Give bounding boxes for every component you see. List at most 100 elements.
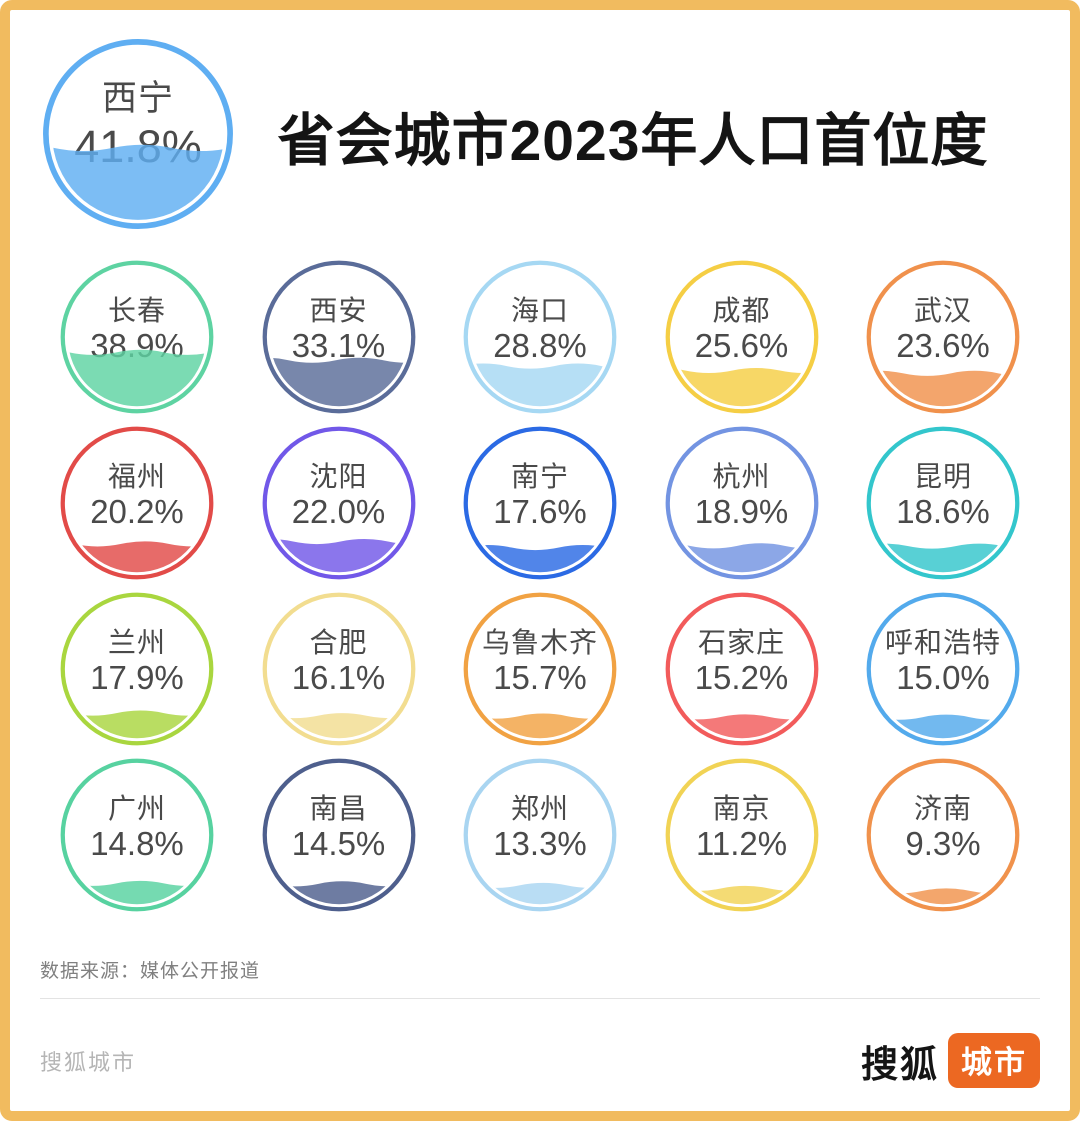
city-percent: 17.6% (493, 493, 587, 531)
city-name: 合肥 (309, 627, 368, 659)
city-gauge: 西宁 41.8% (40, 36, 236, 232)
city-name: 西宁 (101, 78, 174, 118)
gauge-label: 福州 20.2% (58, 417, 216, 575)
gauge-ring (665, 592, 818, 746)
city-percent: 25.6% (694, 327, 789, 365)
gauge-grid: 长春 38.9% 西安 33.1% 海口 28.8% 成都 25.6% 武汉 23.6% 福州 20.… (10, 232, 1070, 914)
sohu-city-logo: 搜狐 城市 (861, 1033, 1040, 1088)
city-percent: 23.6% (896, 327, 990, 365)
city-name: 西安 (309, 295, 368, 327)
city-percent: 16.1% (291, 659, 386, 697)
gauge-ring (60, 426, 214, 580)
city-name: 昆明 (913, 461, 972, 493)
city-gauge: 长春 38.9% (58, 258, 216, 416)
gauge-ring (665, 758, 818, 912)
city-percent: 28.8% (493, 327, 587, 365)
gauge-label: 成都 25.6% (663, 251, 821, 409)
gauge-ring (866, 592, 1020, 746)
city-percent: 15.0% (896, 659, 990, 697)
gauge-ring (866, 426, 1020, 580)
city-percent: 20.2% (90, 493, 184, 531)
city-name: 广州 (107, 793, 166, 825)
city-gauge: 南宁 17.6% (461, 424, 619, 582)
gauge-label: 武汉 23.6% (864, 251, 1022, 409)
gauge-ring (262, 758, 415, 912)
gauge-ring (463, 426, 617, 580)
city-percent: 15.7% (493, 659, 587, 697)
city-name: 福州 (107, 461, 166, 493)
city-percent: 13.3% (493, 825, 587, 863)
city-name: 乌鲁木齐 (481, 627, 598, 659)
footer: 搜狐城市 搜狐 城市 (40, 1033, 1040, 1088)
gauge-label: 昆明 18.6% (864, 417, 1022, 575)
city-percent: 17.9% (90, 659, 184, 697)
city-name: 沈阳 (309, 461, 368, 493)
city-name: 南昌 (309, 793, 368, 825)
city-gauge: 南京 11.2% (663, 756, 821, 914)
city-gauge: 沈阳 22.0% (260, 424, 418, 582)
gauge-label: 广州 14.8% (58, 749, 216, 907)
gauge-ring (463, 592, 617, 746)
city-percent: 15.2% (694, 659, 789, 697)
city-gauge: 福州 20.2% (58, 424, 216, 582)
gauge-label: 西宁 41.8% (40, 27, 236, 223)
city-gauge: 海口 28.8% (461, 258, 619, 416)
header: 西宁 41.8% 省会城市2023年人口首位度 (10, 10, 1070, 232)
gauge-label: 合肥 16.1% (260, 583, 418, 741)
city-name: 兰州 (107, 627, 166, 659)
sohu-badge: 城市 (948, 1033, 1040, 1088)
city-name: 长春 (107, 295, 166, 327)
city-gauge: 石家庄 15.2% (663, 590, 821, 748)
city-name: 海口 (510, 295, 569, 327)
city-name: 南京 (712, 793, 771, 825)
city-name: 杭州 (712, 461, 771, 493)
gauge-ring (665, 426, 818, 580)
gauge-label: 石家庄 15.2% (663, 583, 821, 741)
city-gauge: 西安 33.1% (260, 258, 418, 416)
city-name: 郑州 (510, 793, 569, 825)
city-name: 成都 (712, 295, 771, 327)
city-percent: 18.6% (896, 493, 990, 531)
city-percent: 33.1% (291, 327, 386, 365)
city-gauge: 武汉 23.6% (864, 258, 1022, 416)
city-gauge: 郑州 13.3% (461, 756, 619, 914)
gauge-ring (60, 592, 214, 746)
city-gauge: 呼和浩特 15.0% (864, 590, 1022, 748)
gauge-label: 兰州 17.9% (58, 583, 216, 741)
city-percent: 11.2% (695, 825, 788, 863)
city-name: 南宁 (510, 461, 569, 493)
city-percent: 14.5% (291, 825, 386, 863)
gauge-label: 济南 9.3% (864, 749, 1022, 907)
city-percent: 22.0% (291, 493, 386, 531)
gauge-ring (60, 758, 214, 912)
gauge-ring (463, 758, 617, 912)
gauge-ring (866, 758, 1020, 912)
gauge-label: 乌鲁木齐 15.7% (461, 583, 619, 741)
city-percent: 18.9% (694, 493, 789, 531)
gauge-label: 杭州 18.9% (663, 417, 821, 575)
gauge-label: 西安 33.1% (260, 251, 418, 409)
city-gauge: 合肥 16.1% (260, 590, 418, 748)
city-gauge: 南昌 14.5% (260, 756, 418, 914)
city-gauge: 杭州 18.9% (663, 424, 821, 582)
page-title: 省会城市2023年人口首位度 (277, 109, 989, 173)
data-source-note: 数据来源：媒体公开报道 (40, 956, 1040, 999)
gauge-label: 南昌 14.5% (260, 749, 418, 907)
city-percent: 14.8% (90, 825, 184, 863)
gauge-label: 沈阳 22.0% (260, 417, 418, 575)
gauge-label: 长春 38.9% (58, 251, 216, 409)
city-gauge: 成都 25.6% (663, 258, 821, 416)
featured-gauge-slot: 西宁 41.8% (40, 36, 236, 232)
city-percent: 9.3% (905, 825, 981, 863)
gauge-label: 郑州 13.3% (461, 749, 619, 907)
gauge-label: 呼和浩特 15.0% (864, 583, 1022, 741)
city-name: 石家庄 (697, 627, 785, 659)
city-name: 武汉 (913, 295, 972, 327)
watermark-text: 搜狐城市 (40, 1049, 137, 1075)
city-name: 济南 (913, 793, 972, 825)
city-name: 呼和浩特 (884, 627, 1001, 659)
gauge-label: 南京 11.2% (663, 749, 821, 907)
city-percent: 41.8% (74, 120, 202, 172)
city-gauge: 济南 9.3% (864, 756, 1022, 914)
